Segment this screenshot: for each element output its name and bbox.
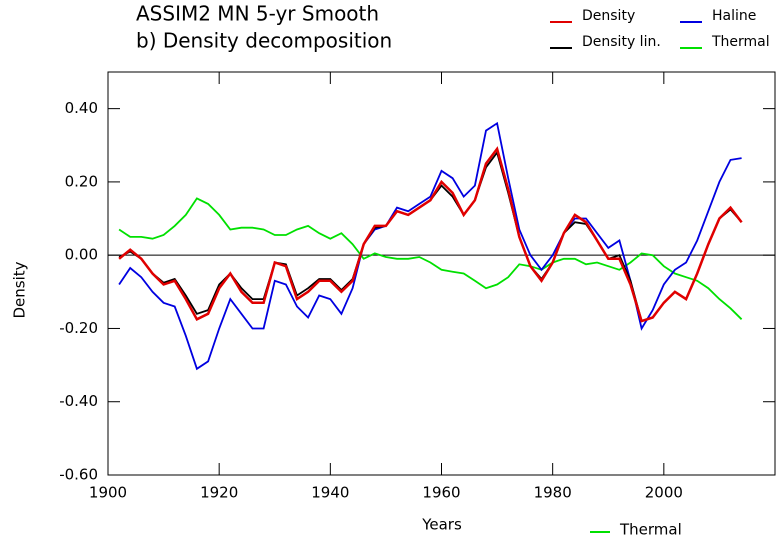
y-tick-label: -0.20 xyxy=(59,319,98,337)
x-tick-label: 1940 xyxy=(311,484,349,502)
y-axis-label: Density xyxy=(11,261,29,318)
x-tick-label: 1920 xyxy=(200,484,238,502)
legend-label: Density lin. xyxy=(582,34,661,50)
y-tick-label: 0.20 xyxy=(65,172,98,190)
series-line xyxy=(118,146,743,323)
chart-subtitle: b) Density decomposition xyxy=(136,29,392,53)
x-tick-label: 1980 xyxy=(534,484,572,502)
y-tick-label: -0.60 xyxy=(59,466,98,484)
series-line xyxy=(118,121,742,371)
legend-label: Thermal xyxy=(711,34,770,50)
legend-label: Density xyxy=(582,8,635,24)
x-axis-label: Years xyxy=(421,516,462,534)
annotation: Thermal xyxy=(619,521,682,538)
y-tick-label: 0.40 xyxy=(65,99,98,117)
x-tick-label: 1960 xyxy=(422,484,460,502)
series-line xyxy=(118,150,743,323)
y-tick-label: 0.00 xyxy=(65,246,98,264)
y-tick-label: -0.40 xyxy=(59,392,98,410)
legend-label: Haline xyxy=(712,8,756,24)
series-line xyxy=(118,197,743,320)
chart-title: ASSIM2 MN 5-yr Smooth xyxy=(136,2,379,26)
x-tick-label: 1900 xyxy=(89,484,127,502)
x-tick-label: 2000 xyxy=(645,484,683,502)
